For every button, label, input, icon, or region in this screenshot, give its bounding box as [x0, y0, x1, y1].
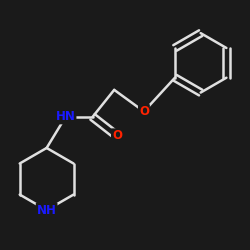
- Text: O: O: [112, 129, 122, 142]
- Text: HN: HN: [56, 110, 76, 124]
- Text: O: O: [139, 105, 149, 118]
- Text: NH: NH: [37, 204, 56, 216]
